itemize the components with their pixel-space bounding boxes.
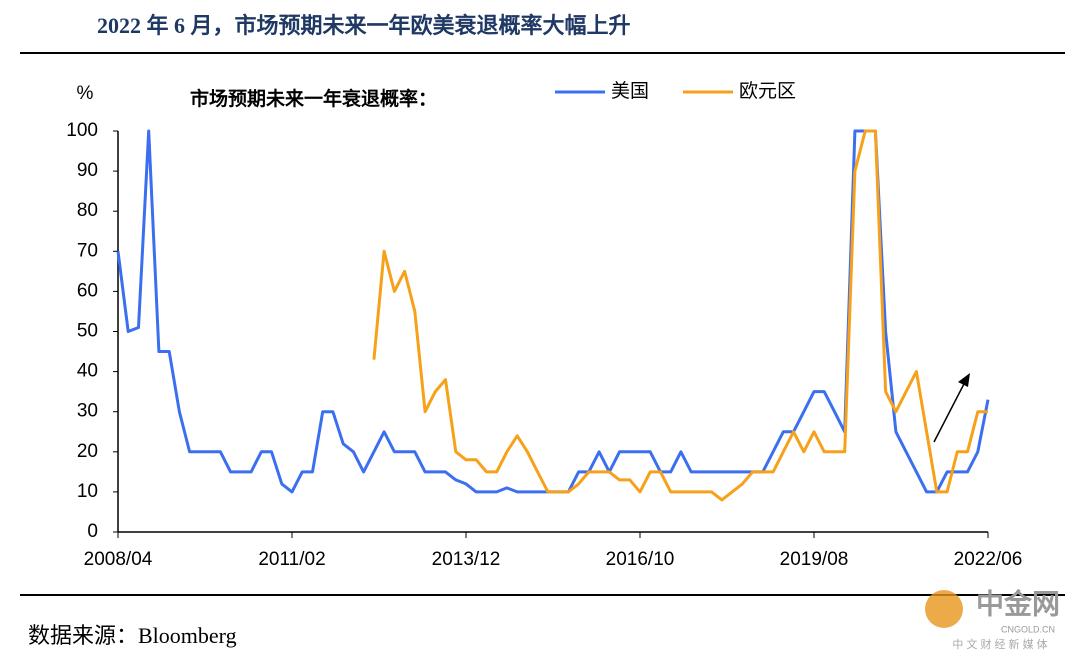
arrow-head (958, 373, 970, 387)
series-line (372, 129, 988, 502)
x-tick-label: 2013/12 (432, 549, 501, 570)
x-tick-label: 2022/06 (954, 549, 1023, 570)
x-tick-label: 2008/04 (84, 549, 153, 570)
arrow (933, 379, 967, 443)
watermark: CNGOLD.CN (1001, 624, 1055, 634)
watermark: 中 文 财 经 新 媒 体 (952, 637, 1047, 651)
y-tick-label: 80 (77, 200, 98, 221)
y-tick-label: 60 (77, 280, 98, 301)
y-tick-label: 0 (87, 521, 98, 542)
series-line (116, 129, 990, 494)
y-tick-label: 40 (77, 361, 98, 382)
watermark: 中金网 (976, 587, 1060, 619)
chart-title: 2022 年 6 月，市场预期未来一年欧美衰退概率大幅上升 (97, 13, 631, 38)
y-tick-label: 100 (66, 120, 98, 141)
y-tick-label: 50 (77, 321, 98, 342)
y-tick-label: 70 (77, 240, 98, 261)
logo (925, 590, 963, 628)
x-tick-label: 2016/10 (606, 549, 675, 570)
y-tick-label: 30 (77, 401, 98, 422)
source: 数据来源：Bloomberg (28, 623, 237, 648)
y-tick-label: 20 (77, 441, 98, 462)
y-label: % (77, 83, 94, 104)
x-tick-label: 2019/08 (780, 549, 849, 570)
y-tick-label: 90 (77, 160, 98, 181)
subtitle: 市场预期未来一年衰退概率： (190, 87, 437, 110)
legend-label: 欧元区 (739, 80, 796, 102)
y-tick-label: 10 (77, 481, 98, 502)
x-tick-label: 2011/02 (258, 549, 325, 570)
legend-label: 美国 (611, 80, 649, 102)
